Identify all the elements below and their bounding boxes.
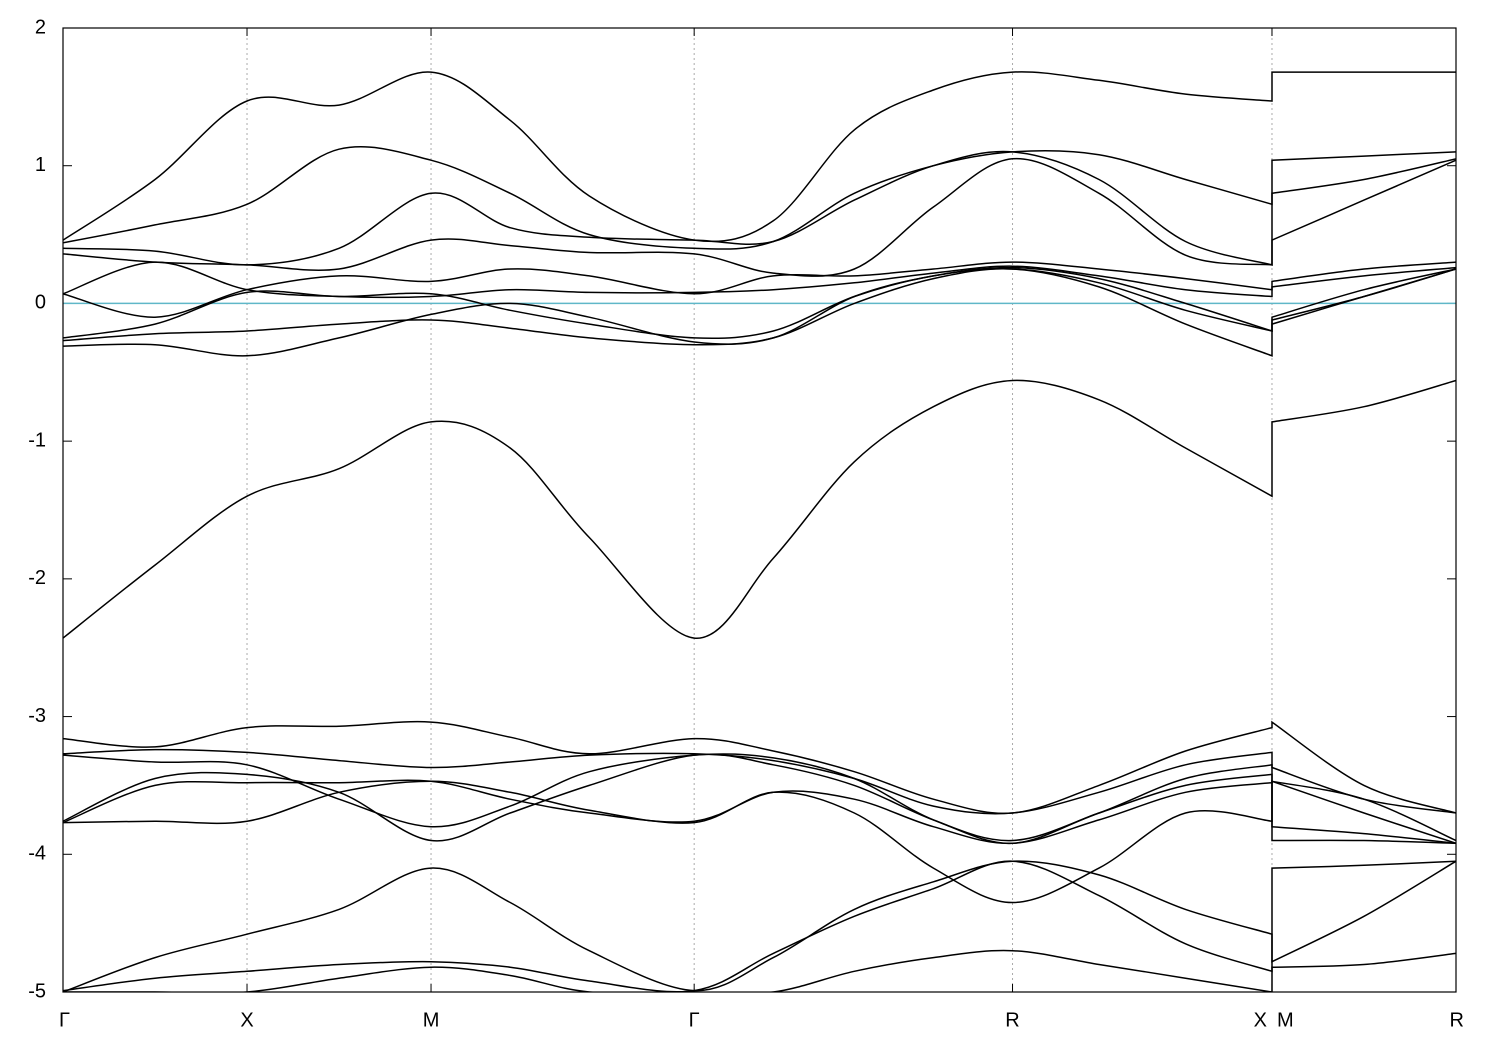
y-tick-label: -2 [28, 567, 46, 589]
x-tick-label: M [1277, 1009, 1294, 1031]
band-line [63, 748, 1456, 815]
y-tick-label: 1 [35, 154, 46, 176]
y-tick-label: 0 [35, 292, 46, 314]
y-tick-label: -1 [28, 429, 46, 451]
band-line [63, 71, 1456, 243]
x-tick-label: Γ [689, 1009, 700, 1031]
band-line [63, 379, 1456, 639]
x-tick-label: Γ [59, 1009, 70, 1031]
band-line [63, 720, 1456, 815]
band-line [63, 266, 1456, 357]
y-tick-label: 2 [35, 16, 46, 38]
y-tick-label: -5 [28, 980, 46, 1002]
band-line [63, 860, 1456, 992]
x-tick-label: M [423, 1009, 440, 1031]
x-tick-label: R [1005, 1009, 1019, 1031]
x-tick-label: X [240, 1009, 253, 1031]
band-line [63, 753, 1456, 845]
x-tick-label: R [1450, 1009, 1464, 1031]
band-line [63, 261, 1456, 299]
band-line [63, 268, 1456, 340]
y-tick-label: -4 [28, 843, 46, 865]
y-tick-label: -3 [28, 705, 46, 727]
plot-lines [63, 71, 1456, 992]
band-line [63, 150, 1456, 266]
band-line [63, 261, 1456, 318]
band-line [63, 780, 1456, 904]
band-line [63, 860, 1456, 992]
band-line [63, 860, 1456, 992]
plot-frame [62, 27, 1457, 993]
x-tick-label: X [1254, 1009, 1267, 1031]
